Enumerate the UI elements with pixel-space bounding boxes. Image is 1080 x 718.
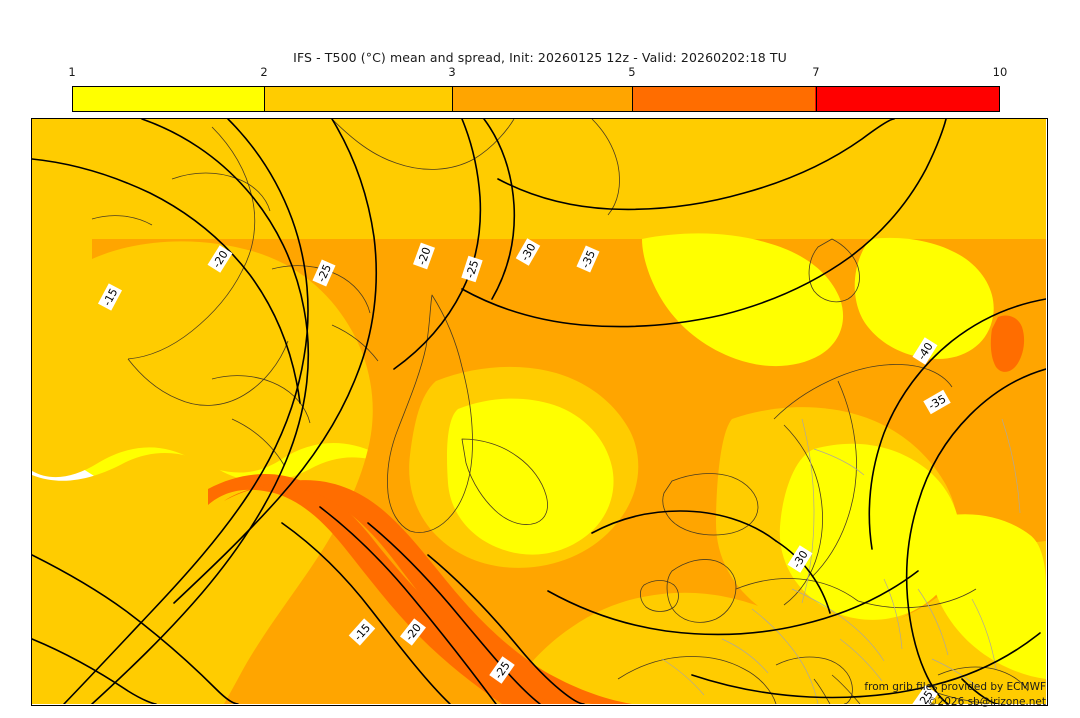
colorbar-divider-2 <box>452 86 454 112</box>
spread-band-4 <box>208 315 1025 704</box>
contour-label-bg <box>312 259 336 287</box>
contour-label-bg <box>461 255 483 283</box>
contour-lines <box>32 119 1046 704</box>
colorbar-gradient <box>72 86 1000 112</box>
contour-label-text: -25 <box>464 259 482 280</box>
colorbar-segment-7-10 <box>815 87 999 111</box>
colorbar-segment-2-3 <box>264 87 453 111</box>
contour-label-bg <box>207 245 233 273</box>
contour-label: -15 <box>97 283 123 311</box>
contour-label-bg <box>413 242 435 270</box>
spread-patches-north <box>642 233 994 367</box>
contour-label-bg <box>912 337 938 365</box>
colorbar-tick-5: 5 <box>628 65 636 79</box>
contour-label: -25 <box>312 259 336 287</box>
colorbar-tick-2: 2 <box>260 65 268 79</box>
colorbar-tick-3: 3 <box>448 65 456 79</box>
contour-label-bg <box>515 238 541 266</box>
contour-label-bg <box>576 245 600 273</box>
colorbar-divider-1 <box>264 86 266 112</box>
contour-label: -20 <box>413 242 435 270</box>
contour-label-bg <box>912 685 938 704</box>
map-canvas: -15-20-25-20-25-30 -35-40-35-30-25-15 -20-… <box>32 119 1046 704</box>
colorbar-segment-5-7 <box>631 87 816 111</box>
colorbar-tick-1: 1 <box>68 65 76 79</box>
contour-label-bg <box>400 618 426 646</box>
contour-label-text: -20 <box>415 246 433 267</box>
contour-label-bg <box>923 389 951 415</box>
contour-label: -25 <box>461 255 483 283</box>
colorbar-tick-10: 10 <box>992 65 1008 79</box>
contour-label-bg <box>489 656 515 684</box>
page-title: IFS - T500 (°C) mean and spread, Init: 2… <box>293 50 787 65</box>
contour-label-bg <box>348 618 376 646</box>
coastlines <box>91 119 1029 704</box>
contour-label-bg <box>787 545 813 573</box>
colorbar-divider-4 <box>815 86 818 112</box>
colorbar: 1 2 3 5 7 10 <box>68 65 1007 112</box>
map-panel[interactable]: -15 -20 -25 -20 -25 -30 -35 -40 -35 -30 -25 -15 -20-… <box>31 118 1048 706</box>
colorbar-segment-3-5 <box>452 87 632 111</box>
colorbar-segment-1-2 <box>73 87 265 111</box>
colorbar-tick-7: 7 <box>812 65 820 79</box>
contour-label-bg <box>97 283 123 311</box>
colorbar-divider-3 <box>631 86 634 112</box>
contour-label: -35 <box>576 245 600 273</box>
